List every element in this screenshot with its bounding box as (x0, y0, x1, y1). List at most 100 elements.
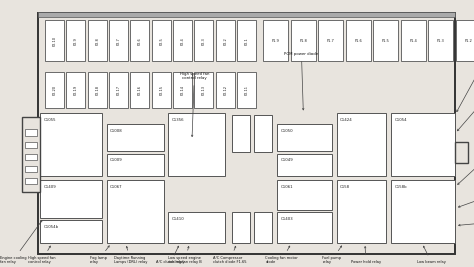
Text: C158b: C158b (394, 185, 407, 189)
Text: PCM power diode: PCM power diode (284, 52, 319, 110)
Bar (66, 20, 85, 61)
Text: F1.6: F1.6 (354, 39, 362, 43)
Bar (337, 180, 386, 243)
Text: C1055: C1055 (44, 118, 56, 122)
Text: F2.3: F2.3 (202, 37, 206, 45)
Bar (456, 20, 474, 61)
Bar (254, 212, 272, 243)
Bar (45, 72, 64, 108)
Text: C1009: C1009 (110, 158, 123, 162)
Text: F2.4: F2.4 (181, 37, 184, 45)
Text: F2.17: F2.17 (117, 85, 120, 95)
Text: Engine cooling
fan relay: Engine cooling fan relay (0, 221, 42, 264)
Bar (107, 180, 164, 243)
Text: Daytime Running
Lamps (DRL) relay: Daytime Running Lamps (DRL) relay (114, 246, 147, 264)
Text: C1067: C1067 (110, 185, 123, 189)
Text: F2.15: F2.15 (159, 85, 163, 95)
Bar (318, 20, 343, 61)
Bar (25, 178, 37, 184)
Bar (130, 72, 149, 108)
Bar (277, 124, 332, 151)
Bar (25, 166, 37, 172)
Bar (277, 180, 332, 210)
Bar (232, 115, 250, 152)
Bar (168, 113, 225, 176)
Text: C1008: C1008 (110, 129, 123, 133)
Text: F1.3: F1.3 (437, 39, 445, 43)
Text: Power hold relay: Power hold relay (351, 246, 381, 264)
Text: C1049: C1049 (281, 158, 293, 162)
Bar (373, 20, 398, 61)
Text: F2.11: F2.11 (245, 85, 248, 95)
Bar (66, 72, 85, 108)
Bar (216, 20, 235, 61)
Text: F1.2: F1.2 (464, 39, 472, 43)
Text: F2.13: F2.13 (202, 85, 206, 95)
Text: F2.10: F2.10 (53, 36, 56, 46)
Bar (391, 180, 455, 243)
Bar (232, 212, 250, 243)
Text: High speed fan
control relay: High speed fan control relay (28, 246, 56, 264)
Text: F2.20: F2.20 (53, 85, 56, 95)
Text: F2.1: F2.1 (245, 37, 248, 45)
Text: Low speed engine
cooling fan relay B: Low speed engine cooling fan relay B (168, 246, 202, 264)
Bar (25, 142, 37, 148)
Bar (455, 142, 468, 163)
Bar (109, 20, 128, 61)
Text: F1.4: F1.4 (409, 39, 417, 43)
Bar (109, 72, 128, 108)
Bar (88, 20, 107, 61)
Bar (216, 72, 235, 108)
Text: F2.5: F2.5 (159, 37, 163, 45)
Bar (38, 12, 455, 17)
Text: F2.19: F2.19 (74, 85, 78, 95)
Bar (40, 180, 102, 218)
Bar (22, 117, 40, 192)
Text: F2.9: F2.9 (74, 37, 78, 45)
Text: C1424: C1424 (340, 118, 353, 122)
Text: High speed fan
control relay: High speed fan control relay (180, 72, 209, 137)
Text: C1410: C1410 (172, 217, 184, 221)
Bar (107, 154, 164, 176)
Text: F1.5: F1.5 (382, 39, 390, 43)
Bar (401, 20, 426, 61)
Bar (168, 212, 225, 243)
Text: F1.9: F1.9 (272, 39, 280, 43)
Text: C1409: C1409 (44, 185, 56, 189)
Bar (45, 20, 64, 61)
Text: Air pump
relay: Air pump relay (458, 148, 474, 184)
Text: Fog lamp
relay: Fog lamp relay (90, 246, 109, 264)
Text: C1054: C1054 (394, 118, 407, 122)
Text: High beam relay: High beam relay (458, 190, 474, 207)
Bar (346, 20, 371, 61)
Bar (25, 129, 37, 136)
Bar (173, 72, 192, 108)
Bar (391, 113, 455, 176)
Text: Low beam relay: Low beam relay (458, 220, 474, 226)
Bar (428, 20, 453, 61)
Bar (88, 72, 107, 108)
Text: C1356: C1356 (172, 118, 184, 122)
Bar (237, 72, 256, 108)
Bar (337, 113, 386, 176)
Text: C1050: C1050 (281, 129, 293, 133)
Bar (130, 20, 149, 61)
Bar (263, 20, 288, 61)
Text: Ignition relay: Ignition relay (457, 84, 474, 131)
Text: F2.7: F2.7 (117, 37, 120, 45)
Text: F1.7: F1.7 (327, 39, 335, 43)
Text: F2.2: F2.2 (223, 37, 227, 45)
Bar (277, 212, 332, 243)
Bar (152, 20, 171, 61)
Text: High speed
run-on
cooling fan relay: High speed run-on cooling fan relay (457, 25, 474, 112)
Bar (40, 113, 102, 176)
Text: A/C Compressor
clutch diode F1.65: A/C Compressor clutch diode F1.65 (213, 246, 247, 264)
Bar (107, 124, 164, 151)
Bar (291, 20, 316, 61)
Text: A/C clutch relay: A/C clutch relay (156, 246, 185, 264)
Bar (173, 20, 192, 61)
Text: C1054b: C1054b (44, 225, 59, 229)
Text: F2.12: F2.12 (223, 85, 227, 95)
Text: F1.8: F1.8 (299, 39, 307, 43)
Bar (194, 20, 213, 61)
